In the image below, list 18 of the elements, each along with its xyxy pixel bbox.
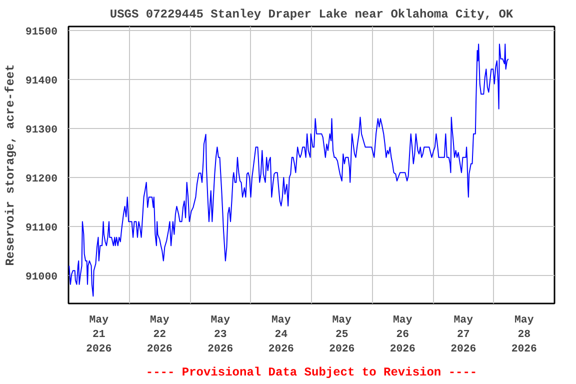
line-series (68, 44, 509, 297)
x-tick-label: May 23 2026 (208, 314, 234, 356)
y-axis-title: Reservoir storage, acre-feet (4, 64, 18, 266)
y-tick-label: 91100 (26, 222, 58, 235)
x-tick-label: May 21 2026 (86, 314, 112, 356)
x-tick-label: May 25 2026 (329, 314, 355, 356)
y-tick-label: 91000 (26, 272, 58, 284)
x-tick-label: May 24 2026 (268, 314, 294, 356)
x-tick-label: May 26 2026 (390, 314, 416, 356)
text: ---- Provisional Data Subject to Revision ---- (146, 366, 478, 380)
y-tick-label: 91300 (26, 124, 58, 136)
x-tick-label: May 27 2026 (450, 314, 476, 356)
x-tick-label: May 22 2026 (146, 314, 172, 356)
x-tick-label: May 28 2026 (511, 314, 537, 356)
y-tick-label: 91400 (26, 75, 58, 88)
chart-title: USGS 07229445 Stanley Draper Lake near Oklahoma City, OK (110, 8, 514, 22)
y-tick-label: 91500 (26, 26, 58, 38)
y-tick-label: 91200 (26, 174, 58, 186)
